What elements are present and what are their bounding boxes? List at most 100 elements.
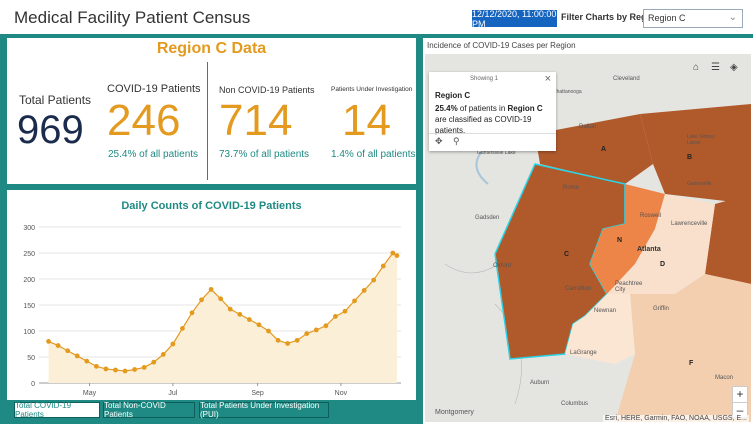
region-fulton-shape — [565, 294, 635, 364]
pui-label: Patients Under Investigation — [331, 86, 413, 93]
tab-total-noncovid[interactable]: Total Non-COVID Patients — [103, 401, 195, 419]
data-point — [141, 365, 147, 370]
city-oxford: Oxford — [493, 263, 512, 269]
region-east-shape — [705, 194, 751, 284]
region-d-shape — [607, 194, 715, 294]
data-point — [46, 339, 51, 344]
zoom-controls: + – — [732, 386, 748, 418]
popup-text1: of patients in — [457, 104, 508, 113]
data-point — [122, 368, 128, 374]
zoom-in-button[interactable]: + — [736, 387, 744, 401]
data-point — [361, 288, 367, 293]
region-n-shape — [590, 184, 665, 294]
region-label-f: F — [689, 360, 694, 367]
total-patients-label: Total Patients — [19, 93, 92, 107]
data-point — [218, 296, 224, 302]
region-f-shape — [615, 274, 751, 422]
region-label-b: B — [687, 154, 693, 161]
y-tick-label: 100 — [23, 329, 35, 336]
map-canvas — [444, 104, 751, 422]
legend-list-icon[interactable]: ☰ — [711, 62, 720, 73]
data-point — [352, 298, 357, 304]
x-tick-label: Jul — [168, 390, 177, 397]
city-chattanooga: Chattanooga — [553, 89, 582, 95]
data-point — [342, 308, 348, 314]
pui-percent: 1.4% of all patients — [331, 149, 416, 160]
y-tick-label: 0 — [31, 381, 35, 388]
region-map[interactable]: A B C D F N Cleveland Dalton Rome Gadsde… — [425, 54, 751, 422]
data-point — [208, 287, 214, 292]
city-montgomery: Montgomery — [435, 409, 474, 416]
data-point — [189, 310, 195, 316]
city-lake-sidney-lanier: Lake Sidney Lanier — [687, 134, 715, 146]
data-point — [246, 317, 252, 322]
covid-patients-percent: 25.4% of all patients — [108, 149, 199, 160]
timestamp-badge: 12/12/2020, 11:00:00 PM — [472, 8, 557, 29]
tab-total-pui[interactable]: Total Patients Under Investigation (PUI) — [199, 401, 329, 419]
noncovid-patients-label: Non COVID-19 Patients — [219, 85, 315, 95]
data-point — [390, 250, 396, 256]
map-title: Incidence of COVID-19 Cases per Region — [427, 41, 576, 50]
home-icon[interactable]: ⌂ — [693, 62, 700, 73]
city-peachtree-city: Peachtree City — [615, 281, 643, 293]
region-popup: Showing 1 × Region C 25.4% of patients i… — [429, 72, 556, 151]
data-point — [266, 328, 271, 334]
data-point — [227, 306, 233, 312]
data-point — [74, 353, 80, 359]
map-attribution: Esri, HERE, Garmin, FAO, NOAA, USGS, E..… — [603, 415, 749, 422]
city-lagrange: LaGrange — [570, 350, 597, 356]
noncovid-patients-percent: 73.7% of all patients — [219, 149, 310, 160]
data-point — [93, 363, 99, 369]
region-label-n: N — [617, 237, 623, 244]
tab-total-covid[interactable]: Total COVID-19 Patients — [14, 401, 100, 419]
popup-showing-count: Showing 1 — [469, 76, 499, 82]
data-point — [113, 367, 118, 373]
stats-divider — [207, 62, 208, 180]
data-point — [103, 366, 109, 372]
data-point — [84, 358, 90, 364]
total-patients-value: 969 — [17, 108, 84, 152]
x-tick-label: May — [83, 390, 97, 397]
city-macon: Macon — [715, 375, 734, 381]
zoom-out-button[interactable]: – — [733, 402, 747, 417]
region-b-shape — [640, 104, 751, 204]
city-carrollton: Carrollton — [565, 286, 592, 292]
region-data-title: Region C Data — [156, 40, 267, 57]
region-a-shape — [535, 114, 653, 184]
city-guntersville-lake: Guntersville Lake — [477, 150, 516, 156]
x-tick-label: Nov — [335, 390, 348, 397]
data-point — [65, 348, 71, 354]
layers-icon[interactable]: ◈ — [730, 62, 738, 73]
covid-patients-label: COVID-19 Patients — [107, 83, 201, 95]
city-dalton: Dalton — [579, 124, 597, 130]
close-icon[interactable]: × — [544, 73, 551, 85]
city-lawrenceville: Lawrenceville — [671, 221, 708, 227]
city-griffin: Griffin — [653, 306, 669, 312]
x-tick-label: Sep — [251, 390, 264, 397]
y-tick-label: 150 — [23, 303, 35, 310]
city-columbus: Columbus — [561, 401, 589, 407]
region-filter-select[interactable]: Region C ⌄ — [643, 9, 743, 28]
popup-body: 25.4% of patients in Region C are classi… — [435, 103, 555, 136]
app-title: Medical Facility Patient Census — [14, 8, 251, 27]
y-tick-label: 300 — [23, 225, 35, 232]
y-tick-label: 50 — [27, 355, 35, 362]
daily-counts-chart: 0 50 100 150 200 250 300 May Jul Sep Nov — [23, 225, 401, 397]
popup-region-bold: Region C — [507, 104, 543, 113]
data-point — [55, 343, 61, 348]
region-label-a: A — [601, 146, 607, 153]
chevron-down-icon: ⌄ — [728, 12, 737, 23]
city-rome: Rome — [563, 185, 580, 191]
daily-counts-chart-panel: Daily Counts of COVID-19 Patients 0 50 100… — [7, 190, 416, 400]
data-point — [275, 337, 281, 343]
city-cleveland: Cleveland — [613, 76, 640, 82]
data-point — [323, 323, 329, 329]
pan-icon[interactable]: ✥ — [435, 136, 443, 146]
data-point — [256, 322, 262, 328]
popup-text2: are classified as COVID-19 patients. — [435, 115, 532, 135]
data-point — [313, 327, 319, 333]
y-tick-label: 200 — [23, 277, 35, 284]
city-auburn: Auburn — [530, 380, 550, 386]
city-gadsden: Gadsden — [475, 215, 500, 221]
zoom-to-icon[interactable]: ⚲ — [453, 136, 460, 146]
